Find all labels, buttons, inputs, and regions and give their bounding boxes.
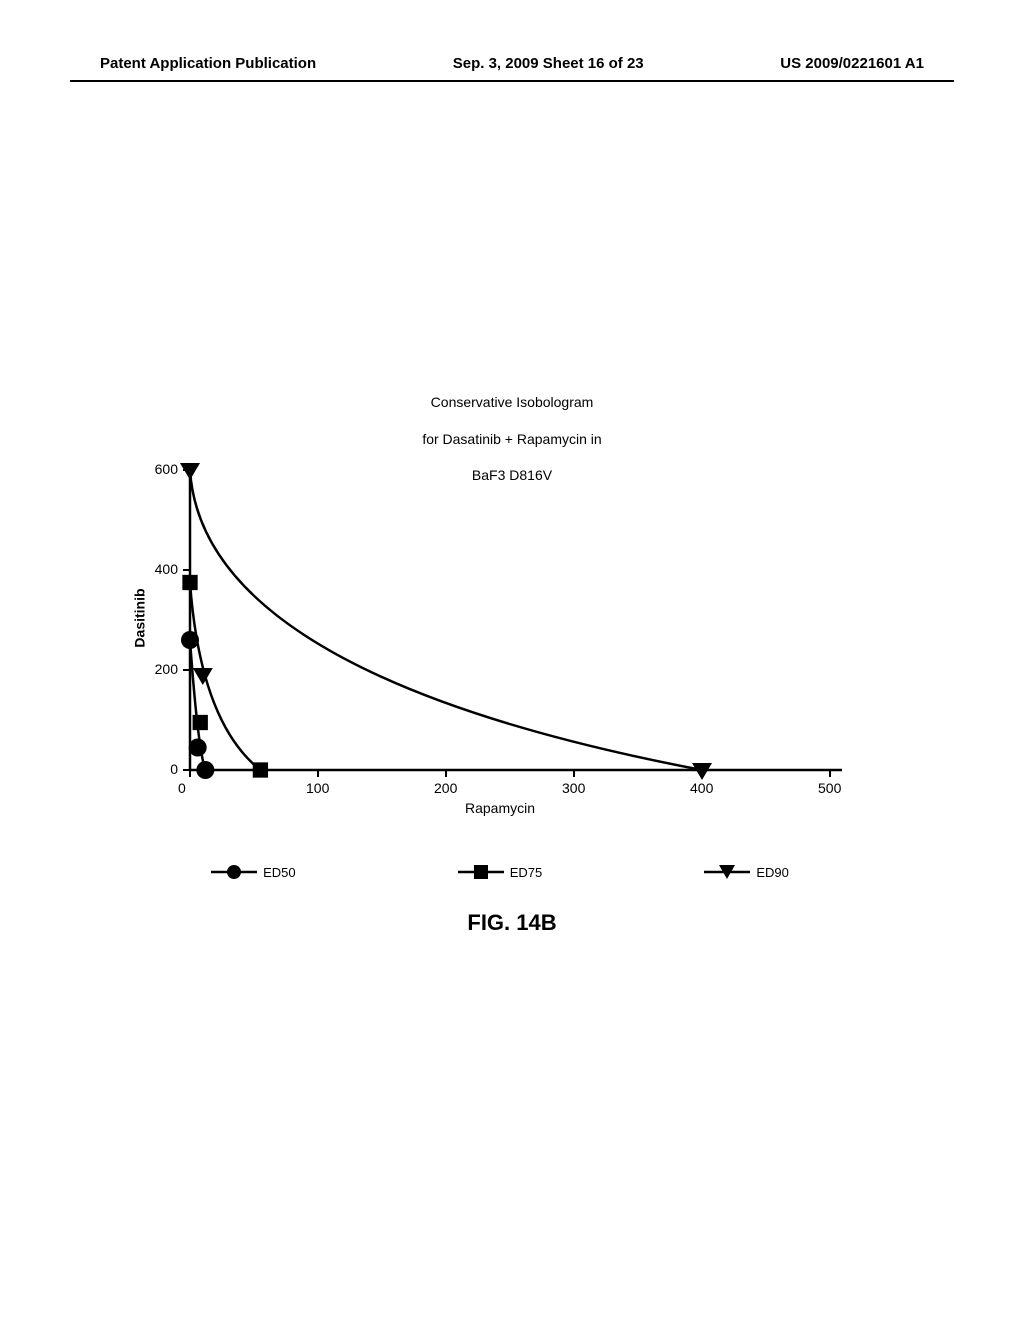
figure-caption: FIG. 14B bbox=[0, 910, 1024, 936]
legend-item-ed75: ED75 bbox=[458, 862, 543, 882]
header-left: Patent Application Publication bbox=[100, 55, 316, 72]
legend-marker-ed50 bbox=[211, 862, 257, 882]
chart-title-line1: Conservative Isobologram bbox=[431, 394, 594, 410]
legend-marker-ed75 bbox=[458, 862, 504, 882]
page-header: Patent Application Publication Sep. 3, 2… bbox=[0, 55, 1024, 72]
legend-marker-ed90 bbox=[704, 862, 750, 882]
legend-item-ed90: ED90 bbox=[704, 862, 789, 882]
legend-label-ed90: ED90 bbox=[756, 865, 789, 880]
y-tick-label: 400 bbox=[155, 561, 178, 577]
x-tick-label: 0 bbox=[178, 780, 186, 796]
y-tick-label: 0 bbox=[170, 761, 178, 777]
x-tick-label: 200 bbox=[434, 780, 457, 796]
y-tick-label: 200 bbox=[155, 661, 178, 677]
legend-label-ed75: ED75 bbox=[510, 865, 543, 880]
isobologram-chart: Dasitinib Rapamycin 0 100 200 300 400 500 0 200… bbox=[130, 460, 870, 820]
chart-legend: ED50 ED75 ED90 bbox=[130, 862, 870, 882]
chart-title-line2: for Dasatinib + Rapamycin in bbox=[422, 431, 601, 447]
x-tick-label: 100 bbox=[306, 780, 329, 796]
legend-label-ed50: ED50 bbox=[263, 865, 296, 880]
header-center: Sep. 3, 2009 Sheet 16 of 23 bbox=[453, 55, 644, 72]
x-axis-label: Rapamycin bbox=[130, 800, 870, 816]
y-tick-label: 600 bbox=[155, 461, 178, 477]
header-right: US 2009/0221601 A1 bbox=[780, 55, 924, 72]
x-tick-label: 300 bbox=[562, 780, 585, 796]
y-axis-label: Dasitinib bbox=[132, 588, 148, 647]
x-tick-label: 500 bbox=[818, 780, 841, 796]
legend-item-ed50: ED50 bbox=[211, 862, 296, 882]
x-tick-label: 400 bbox=[690, 780, 713, 796]
header-rule bbox=[70, 80, 954, 82]
chart-svg bbox=[130, 460, 870, 820]
